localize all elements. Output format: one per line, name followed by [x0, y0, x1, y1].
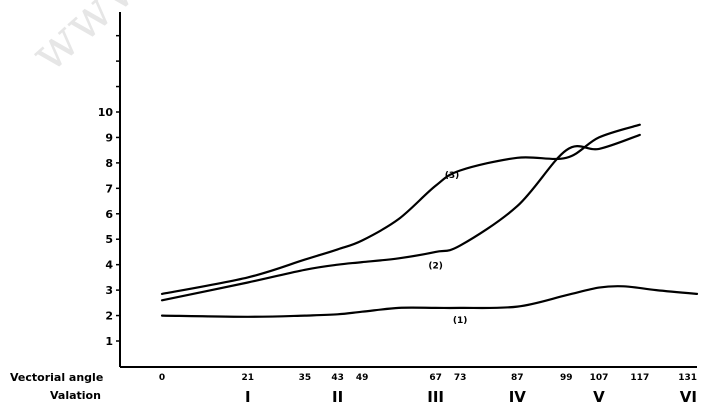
- phase-label: I: [245, 388, 251, 406]
- y-tick-label: 9: [105, 131, 113, 144]
- y-tick-label: 8: [105, 157, 113, 170]
- y-tick-label: 3: [105, 284, 113, 297]
- x-tick-label: 43: [331, 373, 344, 383]
- phase-label: IV: [509, 388, 527, 406]
- x-axis-label: Vectorial angle: [10, 371, 103, 384]
- series-line-3: [160, 123, 641, 295]
- phase-label: V: [593, 388, 605, 406]
- y-tick-label: 2: [105, 310, 113, 323]
- phase-row-label: Valation: [50, 389, 101, 402]
- y-tick-label: 10: [98, 106, 114, 119]
- x-tick-label: 117: [630, 373, 649, 383]
- x-tick-label: 107: [590, 373, 609, 383]
- y-tick-label: 1: [105, 335, 113, 348]
- series-line-1: [160, 285, 699, 318]
- x-tick-label: 67: [429, 373, 442, 383]
- series-label-1: (1): [453, 316, 468, 326]
- x-tick-label: 99: [560, 373, 573, 383]
- x-tick-label: 35: [299, 373, 312, 383]
- y-tick-label: 6: [105, 208, 113, 221]
- y-tick-label: 7: [105, 182, 113, 195]
- phase-label: II: [332, 388, 343, 406]
- x-tick-label: 49: [356, 373, 369, 383]
- x-tick-label: 87: [511, 373, 524, 383]
- phase-label: III: [427, 388, 444, 406]
- x-tick-label: 21: [241, 373, 254, 383]
- y-tick-label: 4: [105, 259, 113, 272]
- x-tick-label: 0: [159, 373, 165, 383]
- phase-label: VI: [680, 388, 697, 406]
- x-tick-label: 73: [454, 373, 467, 383]
- x-tick-label: 131: [678, 373, 697, 383]
- y-tick-label: 5: [105, 233, 113, 246]
- series-line-2: [160, 133, 641, 302]
- series-label-2: (2): [428, 261, 443, 271]
- series-label-3: (3): [445, 171, 460, 181]
